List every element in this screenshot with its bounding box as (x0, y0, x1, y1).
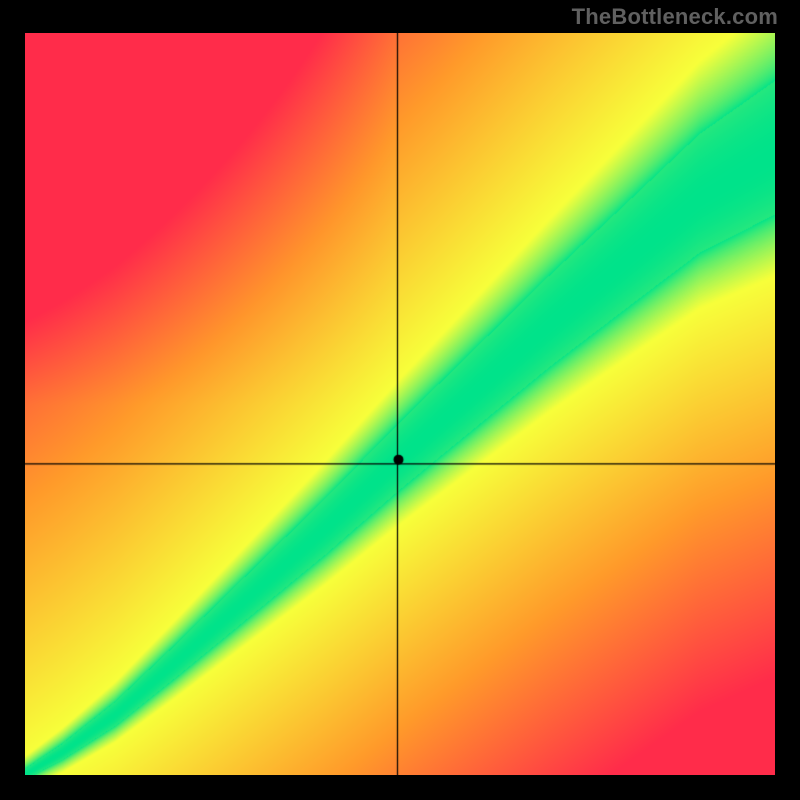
bottleneck-heatmap (25, 33, 775, 775)
watermark-text: TheBottleneck.com (572, 4, 778, 30)
chart-frame: TheBottleneck.com (0, 0, 800, 800)
